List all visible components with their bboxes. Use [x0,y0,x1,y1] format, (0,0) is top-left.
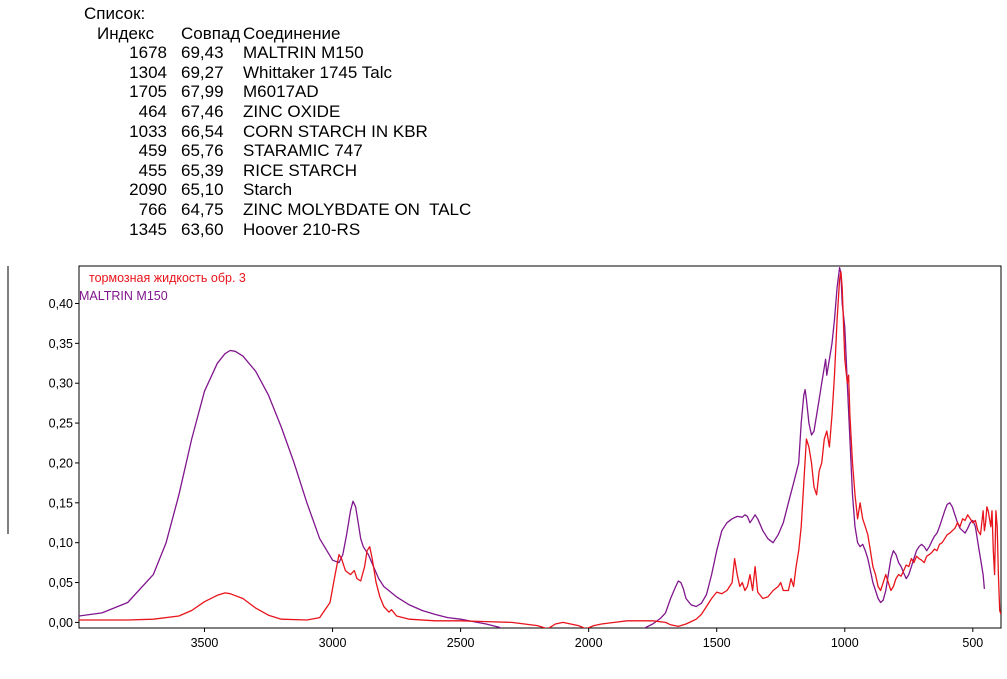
x-tick-label: 1500 [703,636,731,650]
row-compound: Starch [243,180,293,200]
row-compound: STARAMIC 747 [243,141,363,161]
x-tick-label: 2500 [447,636,475,650]
row-match: 65,10 [181,180,224,200]
x-tick-label: 2000 [575,636,603,650]
y-axis: 0,00 0,05 0,10 0,15 0,20 0,25 0,30 0,35 0,40 [49,297,79,630]
column-header-match: Совпад [181,23,241,43]
row-match: 65,76 [181,141,224,161]
row-compound: M6017AD [243,82,319,102]
series-layer [79,266,1001,628]
row-compound: Whittaker 1745 Talc [243,62,392,82]
plot-frame [78,265,1002,629]
column-header-compound: Соединение [243,23,341,43]
row-index: 2090 [129,180,167,200]
legend-entry-reference: MALTRIN M150 [79,289,168,303]
row-match: 67,46 [181,101,224,121]
y-tick-label: 0,40 [49,297,73,311]
legend: тормозная жидкость обр. 3 MALTRIN M150 [79,271,246,303]
table-row[interactable]: 1345 63,60 Hoover 210-RS [97,220,471,240]
row-index: 1705 [129,82,167,102]
table-row[interactable]: 455 65,39 RICE STARCH [97,161,471,181]
hit-list: Список: Индекс Совпад Соединение 1678 69… [84,4,471,239]
row-index: 1678 [129,43,167,63]
row-compound: ZINC MOLYBDATE ON TALC [243,199,472,219]
row-index: 1345 [129,219,167,239]
y-tick-label: 0,05 [49,576,73,590]
table-row[interactable]: 1304 69,27 Whittaker 1745 Talc [97,63,471,83]
row-index: 766 [138,199,167,219]
x-axis: 3500 3000 2500 2000 1500 1000 500 [191,628,983,650]
x-tick-label: 1000 [831,636,859,650]
table-row[interactable]: 459 65,76 STARAMIC 747 [97,141,471,161]
x-tick-label: 3500 [191,636,219,650]
row-index: 1033 [129,121,167,141]
table-row[interactable]: 1033 66,54 CORN STARCH IN KBR [97,122,471,142]
row-compound: RICE STARCH [243,160,357,180]
column-header-index: Индекс [97,23,155,43]
row-compound: CORN STARCH IN KBR [243,121,428,141]
y-tick-label: 0,35 [49,337,73,351]
legend-entry-sample: тормозная жидкость обр. 3 [89,271,246,285]
y-tick-label: 0,30 [49,377,73,391]
row-match: 64,75 [181,199,224,219]
series-line-reference [79,266,986,628]
y-tick-label: 0,10 [49,536,73,550]
row-match: 69,27 [181,62,224,82]
table-row[interactable]: 2090 65,10 Starch [97,180,471,200]
table-header-row: Индекс Совпад Соединение [97,24,471,44]
y-tick-label: 0,00 [49,616,73,630]
row-index: 1304 [129,62,167,82]
spectrum-chart-svg: 0,00 0,05 0,10 0,15 0,20 0,25 0,30 0,35 0,40 350… [7,265,1002,650]
row-match: 66,54 [181,121,224,141]
y-tick-label: 0,20 [49,456,73,470]
row-match: 67,99 [181,82,224,102]
y-tick-label: 0,25 [49,417,73,431]
row-match: 69,43 [181,43,224,63]
spectrum-chart: 0,00 0,05 0,10 0,15 0,20 0,25 0,30 0,35 0,40 350… [0,262,1007,674]
y-tick-label: 0,15 [49,496,73,510]
row-compound: ZINC OXIDE [243,101,341,121]
series-line-sample [79,270,1001,628]
x-tick-label: 500 [962,636,983,650]
row-index: 464 [138,101,167,121]
row-compound: Hoover 210-RS [243,219,361,239]
table-row[interactable]: 766 64,75 ZINC MOLYBDATE ON TALC [97,199,472,220]
table-row[interactable]: 1705 67,99 M6017AD [97,82,471,102]
list-title: Список: [84,4,146,23]
row-index: 459 [138,141,167,161]
row-index: 455 [138,160,167,180]
row-compound: MALTRIN M150 [243,43,364,63]
hit-table: Индекс Совпад Соединение 1678 69,43 MALT… [97,24,471,240]
row-match: 63,60 [181,219,224,239]
x-tick-label: 3000 [319,636,347,650]
table-row[interactable]: 1678 69,43 MALTRIN M150 [97,43,471,63]
row-match: 65,39 [181,160,224,180]
table-row[interactable]: 464 67,46 ZINC OXIDE [97,102,471,122]
